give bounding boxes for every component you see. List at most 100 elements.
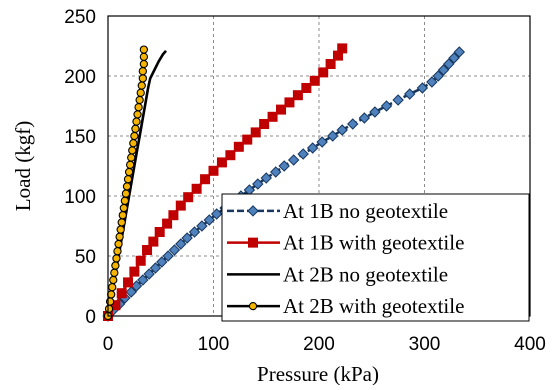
series-2-point-27 [309,75,320,86]
series-1-point-28 [306,142,319,154]
series-2-point-3 [123,277,134,288]
series-1-point-35 [380,100,393,112]
x-tick-label-1: 100 [198,334,230,355]
series-1-point-42 [443,58,455,70]
series-2-point-4 [129,266,140,277]
series-1-point-29 [316,136,328,148]
legend-label-2: At 1B with geotextile [283,231,464,255]
series-4-point-18 [122,182,132,191]
legend-label-1: At 1B no geotextile [283,199,448,223]
series-2 [103,43,348,321]
series-4-point-30 [135,95,144,105]
series-1-point-41 [437,64,450,76]
series-4-point-24 [129,139,138,148]
series-4-point-22 [127,153,136,162]
series-2-point-16 [216,157,227,168]
series-2-point-31 [337,43,348,54]
series-1-point-7 [143,268,155,280]
series-4-point-35 [139,59,149,69]
series-2-point-13 [191,183,202,194]
series-4-point-27 [132,117,141,126]
y-tick-label-4: 200 [64,67,96,88]
series-4-point-14 [118,211,127,220]
series-1-point-15 [196,220,208,232]
series-1-point-37 [404,88,416,100]
series-4-point-9 [113,247,122,256]
series-1-point-39 [426,76,438,88]
series-4-point-11 [115,232,124,241]
series-4-point-34 [138,67,147,76]
series-1-point-23 [260,172,272,184]
series-2-point-2 [116,288,127,299]
legend-swatch-marker-2 [248,237,258,248]
series-1-point-16 [203,214,215,226]
series-1-point-32 [347,118,359,130]
series-4-point-12 [116,225,125,234]
series-2-point-28 [318,67,329,78]
series-2-point-22 [267,111,278,122]
series-2-point-12 [183,192,194,203]
x-tick-label-0: 0 [103,334,114,355]
series-1-point-33 [358,112,371,124]
series-1-point-12 [175,238,187,250]
legend-box [221,193,530,322]
legend-label-4: At 2B with geotextile [283,294,464,318]
series-2-point-15 [208,165,219,176]
x-tick-label-4: 400 [514,334,546,355]
series-1-point-4 [125,286,137,298]
series-1-point-13 [181,232,193,244]
series-1-point-17 [210,208,223,220]
series-1-point-9 [156,256,168,268]
legend-label-3: At 2B no geotextile [283,262,448,286]
series-4-point-36 [139,52,149,61]
series-4-point-15 [119,203,128,213]
series-1-point-8 [149,262,162,274]
series-4-point-33 [138,74,147,83]
series-1-point-10 [162,250,174,262]
y-tick-label-0: 0 [85,307,96,328]
series-4-point-8 [112,254,121,263]
series-1-point-14 [188,226,201,238]
series-4-point-29 [134,103,143,112]
series-4-point-19 [123,175,133,184]
series-2-point-5 [135,255,146,266]
series-2-point-19 [242,134,253,145]
series-1-point-26 [287,154,300,166]
series-4-point-4 [108,283,117,292]
series-1-point-24 [270,166,282,178]
series-1-point-11 [168,244,181,256]
series-4-point-20 [124,167,134,177]
series-4-point-10 [114,239,123,249]
series-4-point-25 [130,131,139,141]
series-1-point-44 [453,46,466,58]
legend: At 1B no geotextile At 1B with geotextile… [221,193,530,322]
axes: 0 50 100 150 200 250 0 100 200 300 400 Pressure (kP… [11,7,546,386]
series-1-point-6 [137,274,149,286]
series-4-point-26 [131,124,140,133]
series-4-point-32 [137,81,146,90]
series-2-point-26 [301,83,312,93]
series-2-point-21 [259,119,270,129]
series-2-point-14 [200,174,211,185]
series-1-point-40 [432,70,444,82]
series-2-point-24 [284,97,295,108]
series-4-point-37 [139,45,149,54]
y-axis-title: Load (kgf) [11,121,35,211]
series-2-point-7 [148,236,159,247]
series-1-point-27 [297,148,309,160]
series-4-point-1 [104,304,114,313]
series-1-point-36 [392,94,404,106]
series-4-point-7 [111,261,120,270]
series-4 [103,45,149,321]
series-2-point-8 [154,227,165,237]
x-axis-title: Pressure (kPa) [257,362,379,385]
series-2-point-23 [276,104,287,115]
series-2-point-11 [175,200,186,211]
x-tick-label-2: 200 [303,334,335,355]
series-1-point-5 [130,280,143,292]
series-2-point-17 [225,150,236,161]
series-2-point-6 [142,245,153,255]
series-2-point-25 [292,90,303,101]
